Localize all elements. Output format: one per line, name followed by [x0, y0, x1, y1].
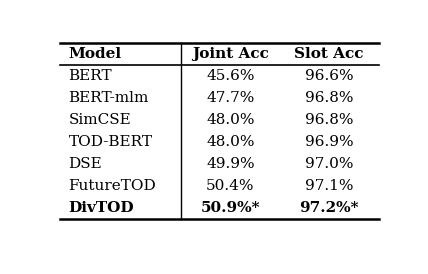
Text: BERT: BERT — [68, 69, 112, 83]
Text: 97.2%*: 97.2%* — [300, 201, 359, 215]
Text: 96.8%: 96.8% — [305, 91, 354, 105]
Text: 96.6%: 96.6% — [305, 69, 354, 83]
Text: DSE: DSE — [68, 157, 102, 171]
Text: 50.9%*: 50.9%* — [201, 201, 260, 215]
Text: 45.6%: 45.6% — [206, 69, 255, 83]
Text: BERT-mlm: BERT-mlm — [68, 91, 149, 105]
Text: 48.0%: 48.0% — [206, 113, 255, 127]
Text: 96.8%: 96.8% — [305, 113, 354, 127]
Text: 49.9%: 49.9% — [206, 157, 255, 171]
Text: TOD-BERT: TOD-BERT — [68, 135, 152, 149]
Text: DivTOD: DivTOD — [68, 201, 134, 215]
Text: 96.9%: 96.9% — [305, 135, 354, 149]
Text: 48.0%: 48.0% — [206, 135, 255, 149]
Text: 97.0%: 97.0% — [305, 157, 354, 171]
Text: Slot Acc: Slot Acc — [294, 47, 364, 61]
Text: 47.7%: 47.7% — [206, 91, 255, 105]
Text: Model: Model — [68, 47, 122, 61]
Text: Joint Acc: Joint Acc — [192, 47, 269, 61]
Text: 97.1%: 97.1% — [305, 179, 354, 193]
Text: 50.4%: 50.4% — [206, 179, 255, 193]
Text: FutureTOD: FutureTOD — [68, 179, 156, 193]
Text: SimCSE: SimCSE — [68, 113, 131, 127]
